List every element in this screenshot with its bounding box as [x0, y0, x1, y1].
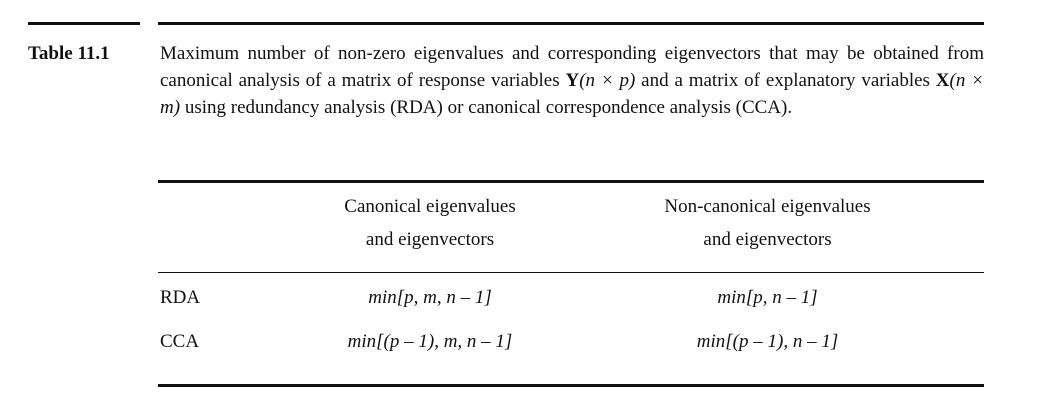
caption-part3: using redundancy analysis (RDA) or canon… [180, 97, 793, 118]
table-bottom-rule [158, 384, 984, 387]
header-canonical: Canonical eigenvalues and eigenvectors [300, 190, 560, 256]
y-matrix-symbol: Y [565, 70, 580, 91]
y-matrix-dims: (n × p) [579, 70, 636, 91]
top-rule-left [28, 22, 140, 25]
cell-cca-canonical-value: min[(p – 1), m, n – 1] [347, 331, 513, 352]
cell-cca-canonical: min[(p – 1), m, n – 1] [300, 329, 560, 355]
header-noncanonical-line1: Non-canonical eigenvalues [664, 196, 871, 217]
header-canonical-line2: and eigenvectors [365, 229, 495, 250]
table-top-rule [158, 180, 984, 183]
table-header-rule [158, 272, 984, 273]
x-matrix-dims: (n × m) [160, 70, 984, 118]
table-caption: Maximum number of non-zero eigenvalues a… [160, 40, 984, 121]
cell-rda-noncanonical: min[p, n – 1] [620, 285, 915, 311]
cell-rda-canonical: min[p, m, n – 1] [300, 285, 560, 311]
top-rule-right [158, 22, 984, 25]
cell-rda-noncanonical-value: min[p, n – 1] [717, 287, 818, 308]
row-label-rda: RDA [160, 287, 201, 308]
cell-cca-noncanonical-value: min[(p – 1), n – 1] [696, 331, 839, 352]
row-label-cca: CCA [160, 331, 200, 352]
cell-cca-noncanonical: min[(p – 1), n – 1] [620, 329, 915, 355]
header-noncanonical-line2: and eigenvectors [703, 229, 832, 250]
header-noncanonical: Non-canonical eigenvalues and eigenvecto… [620, 190, 915, 256]
cell-rda-canonical-value: min[p, m, n – 1] [368, 287, 492, 308]
x-matrix-symbol: X [935, 70, 950, 91]
header-canonical-line1: Canonical eigenvalues [344, 196, 516, 217]
table-label: Table 11.1 [28, 43, 110, 64]
caption-part1: Maximum number of non-zero eigenvalues a… [160, 43, 984, 91]
caption-part2: and a matrix of explanatory variables [635, 70, 936, 91]
